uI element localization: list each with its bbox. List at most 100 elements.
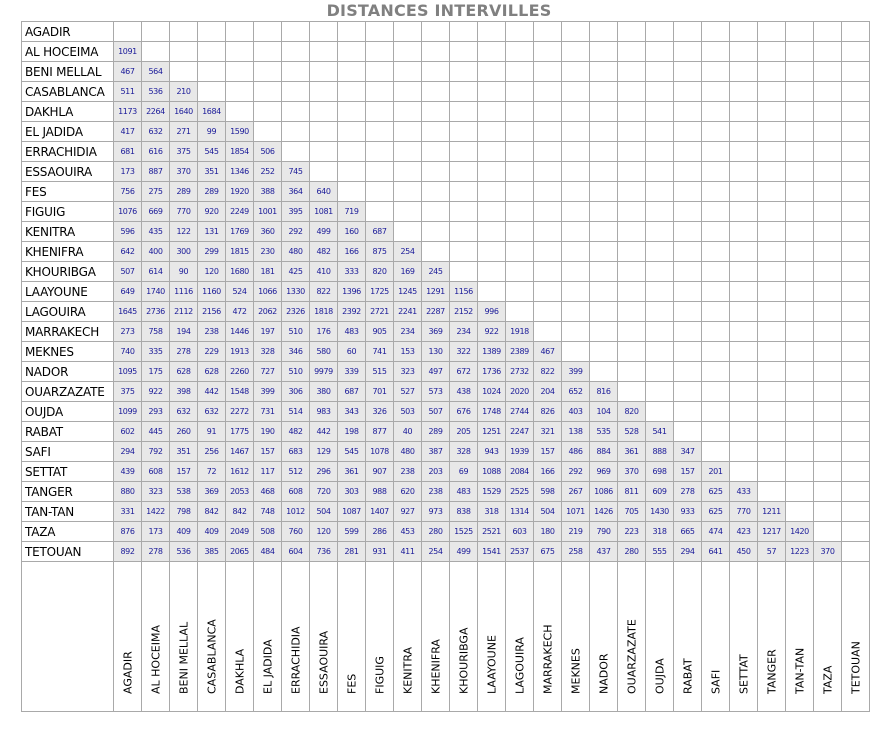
empty-cell <box>449 41 478 62</box>
empty-cell <box>813 501 842 522</box>
distance-cell: 335 <box>141 341 170 362</box>
empty-cell <box>757 461 786 482</box>
distance-cell: 741 <box>365 341 394 362</box>
empty-cell <box>785 121 814 142</box>
empty-cell <box>729 81 758 102</box>
empty-cell <box>813 441 842 462</box>
distance-cell: 467 <box>113 61 142 82</box>
empty-cell <box>785 61 814 82</box>
column-city-header: ESSAOUIRA <box>309 561 338 712</box>
empty-cell <box>673 141 702 162</box>
empty-cell <box>785 441 814 462</box>
empty-cell <box>225 41 254 62</box>
row-city-label: CASABLANCA <box>21 81 114 102</box>
empty-cell <box>813 461 842 482</box>
empty-cell <box>841 401 870 422</box>
table-row: EL JADIDA 417 632 271 99 1590 <box>21 121 870 142</box>
column-city-label: KENITRA <box>401 646 414 694</box>
distance-cell: 536 <box>169 541 198 562</box>
empty-cell <box>617 341 646 362</box>
empty-cell <box>477 241 506 262</box>
distance-cell: 157 <box>673 461 702 482</box>
empty-cell <box>701 321 730 342</box>
corner-cell <box>21 561 114 712</box>
empty-cell <box>337 121 366 142</box>
distance-cell: 1396 <box>337 281 366 302</box>
row-city-label: DAKHLA <box>21 101 114 122</box>
column-city-header: FES <box>337 561 366 712</box>
empty-cell <box>561 321 590 342</box>
empty-cell <box>113 21 142 42</box>
distance-cell: 2156 <box>197 301 226 322</box>
empty-cell <box>449 81 478 102</box>
distance-cell: 514 <box>281 401 310 422</box>
empty-cell <box>421 41 450 62</box>
distance-cell: 538 <box>169 481 198 502</box>
row-city-label: LAGOUIRA <box>21 301 114 322</box>
empty-cell <box>757 401 786 422</box>
distance-cell: 510 <box>281 321 310 342</box>
distance-cell: 439 <box>113 461 142 482</box>
empty-cell <box>785 241 814 262</box>
distance-cell: 484 <box>253 541 282 562</box>
empty-cell <box>785 181 814 202</box>
distance-cell: 2537 <box>505 541 534 562</box>
empty-cell <box>841 181 870 202</box>
distance-cell: 472 <box>225 301 254 322</box>
distance-cell: 826 <box>533 401 562 422</box>
empty-cell <box>309 141 338 162</box>
empty-cell <box>785 481 814 502</box>
empty-cell <box>729 421 758 442</box>
distance-cell: 1024 <box>477 381 506 402</box>
empty-cell <box>841 521 870 542</box>
distance-cell: 1541 <box>477 541 506 562</box>
empty-cell <box>757 81 786 102</box>
distance-cell: 988 <box>365 481 394 502</box>
empty-cell <box>169 41 198 62</box>
empty-cell <box>337 101 366 122</box>
empty-cell <box>169 21 198 42</box>
distance-cell: 480 <box>281 241 310 262</box>
empty-cell <box>841 241 870 262</box>
empty-cell <box>729 281 758 302</box>
row-city-label: SAFI <box>21 441 114 462</box>
empty-cell <box>365 81 394 102</box>
empty-cell <box>365 141 394 162</box>
empty-cell <box>645 361 674 382</box>
empty-cell <box>365 41 394 62</box>
empty-cell <box>701 121 730 142</box>
table-row: CASABLANCA 511 536 210 <box>21 81 870 102</box>
table-row: SAFI 294 792 351 256 1467 157 683 129 545 1078 480 3… <box>21 441 870 462</box>
distance-cell: 1426 <box>589 501 618 522</box>
empty-cell <box>785 21 814 42</box>
empty-cell <box>617 181 646 202</box>
column-city-header: TAZA <box>813 561 842 712</box>
empty-cell <box>645 141 674 162</box>
distance-cell: 423 <box>729 521 758 542</box>
empty-cell <box>841 341 870 362</box>
row-city-label: KENITRA <box>21 221 114 242</box>
distance-cell: 545 <box>197 141 226 162</box>
distance-cell: 258 <box>561 541 590 562</box>
distance-cell: 683 <box>281 441 310 462</box>
empty-cell <box>477 161 506 182</box>
empty-cell <box>449 181 478 202</box>
distance-cell: 223 <box>617 521 646 542</box>
distance-cell: 395 <box>281 201 310 222</box>
distance-cell: 296 <box>309 461 338 482</box>
empty-cell <box>673 281 702 302</box>
distance-cell: 388 <box>253 181 282 202</box>
empty-cell <box>785 81 814 102</box>
distance-cell: 190 <box>253 421 282 442</box>
empty-cell <box>757 341 786 362</box>
empty-cell <box>701 401 730 422</box>
empty-cell <box>645 321 674 342</box>
column-city-label: BENI MELLAL <box>177 621 190 694</box>
distance-cell: 333 <box>337 261 366 282</box>
empty-cell <box>813 21 842 42</box>
distance-cell: 245 <box>421 261 450 282</box>
distance-cell: 1291 <box>421 281 450 302</box>
distance-cell: 289 <box>421 421 450 442</box>
empty-cell <box>477 261 506 282</box>
distance-cell: 280 <box>421 521 450 542</box>
